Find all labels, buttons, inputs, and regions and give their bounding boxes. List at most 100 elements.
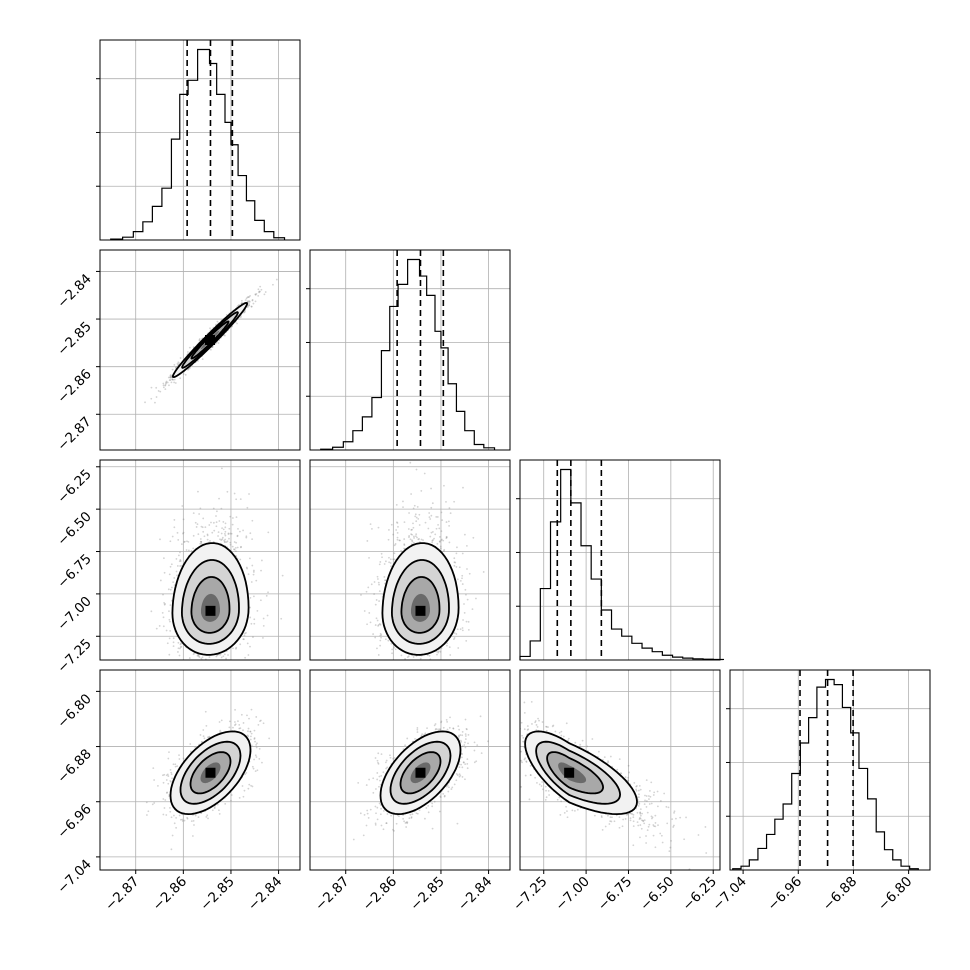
sample-point [159,390,162,393]
sample-point [377,623,380,626]
sample-point [223,541,226,543]
sample-point [254,293,257,296]
density-peak [415,605,426,616]
sample-point [227,671,229,673]
sample-point [227,533,230,536]
density-peak [205,335,215,345]
sample-point [374,624,377,626]
sample-point [169,629,172,632]
sample-point [197,490,199,493]
sample-point [206,538,209,541]
sample-point [388,529,390,531]
sample-point [393,552,396,555]
sample-point [178,654,181,657]
sample-point [179,647,181,650]
sample-point [452,638,455,640]
sample-point [162,384,165,387]
sample-point [463,533,466,536]
sample-point [196,523,199,526]
sample-point [448,541,451,544]
sample-point [172,645,175,648]
sample-point [150,397,153,400]
sample-point [426,654,429,657]
sample-point [403,521,406,524]
sample-point [227,654,229,656]
sample-point [179,558,182,561]
sample-point [435,650,438,653]
sample-point [461,629,464,632]
sample-point [169,604,172,607]
sample-point [195,526,198,528]
sample-point [445,537,448,539]
sample-point [394,543,397,545]
sample-point [169,379,172,381]
sample-point [224,538,227,541]
panel-frame [309,459,511,661]
sample-point [226,540,229,543]
sample-point [453,557,456,560]
sample-point [443,548,446,551]
sample-point [411,533,413,536]
sample-point [257,660,259,662]
sample-point [461,552,464,555]
sample-point [390,523,393,526]
sample-point [396,538,399,541]
sample-point [254,293,257,296]
sample-point [218,662,220,664]
sample-point [431,541,434,544]
sample-point [228,537,230,540]
sample-point [169,565,172,568]
sample-point [393,544,396,547]
sample-point [213,529,216,532]
sample-point [221,538,224,541]
sample-point [257,294,260,297]
sample-point [378,583,380,586]
sample-point [461,574,464,577]
sample-point [200,657,203,660]
sample-point [461,577,463,580]
sample-point [235,550,237,553]
sample-point [177,554,180,557]
sample-point [471,608,474,611]
sample-point [180,645,183,648]
sample-point [465,639,468,642]
sample-point [428,654,431,657]
histogram-bars [732,678,919,870]
sample-point [155,627,158,630]
sample-point [467,629,470,631]
sample-point [170,586,173,589]
sample-point [440,539,442,542]
sample-point [416,536,418,539]
sample-point [150,386,153,389]
sample-point [163,601,165,604]
pair-panel-0-2 [99,459,301,673]
sample-point [239,558,242,561]
sample-point [247,300,250,303]
sample-point [373,581,376,583]
sample-point [388,561,391,564]
sample-point [436,653,438,656]
sample-point [235,646,238,649]
sample-point [164,602,166,605]
sample-point [394,648,397,651]
sample-point [368,556,370,559]
contour-line-1 [180,559,240,645]
sample-point [172,379,175,381]
sample-point [373,593,376,595]
sample-point [168,653,171,656]
sample-point [173,519,176,521]
sample-point [179,551,181,554]
sample-point [157,390,160,392]
sample-point [462,486,464,489]
sample-point [379,632,382,635]
sample-point [366,540,369,542]
contour-line-0 [381,542,460,656]
sample-point [415,533,418,536]
sample-point [184,663,186,665]
sample-point [250,305,253,308]
sample-point [465,544,468,547]
sample-point [222,528,225,531]
sample-point [219,538,221,541]
sample-point [177,651,179,653]
sample-point [154,401,156,404]
